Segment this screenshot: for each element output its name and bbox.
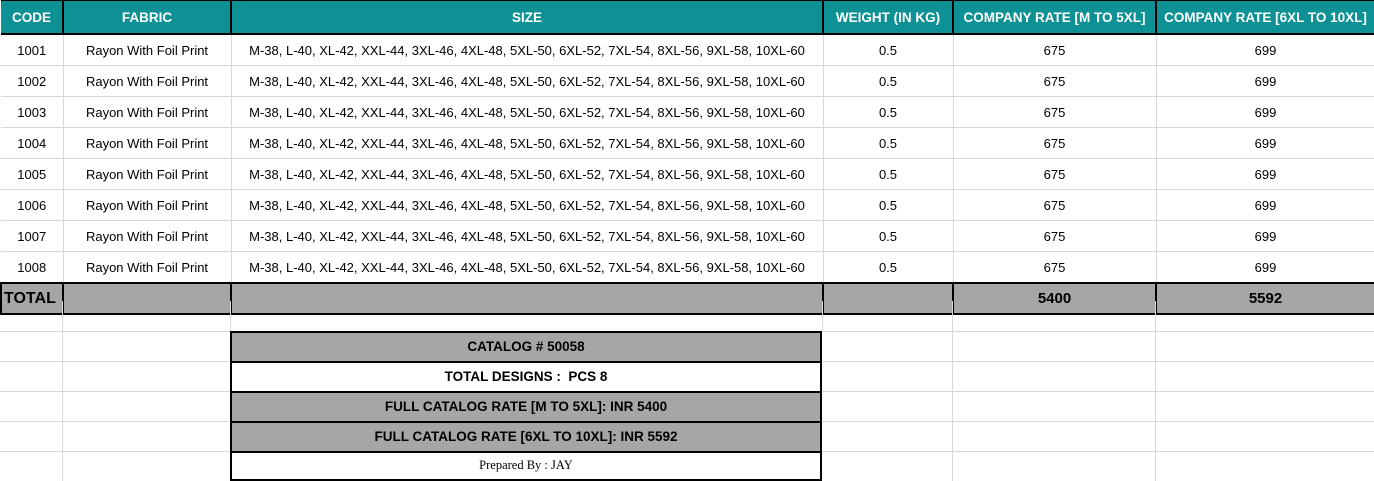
cell-rate-m-5xl[interactable]: 675	[953, 96, 1157, 128]
gridline	[822, 391, 1374, 392]
gridline	[0, 451, 230, 452]
gridline	[822, 361, 1374, 362]
cell-rate-6xl-10xl[interactable]: 699	[1156, 127, 1374, 159]
table-row: 1002 Rayon With Foil Print M-38, L-40, XL-…	[1, 65, 1374, 97]
cell-fabric[interactable]: Rayon With Foil Print	[63, 65, 232, 97]
cell-rate-6xl-10xl[interactable]: 699	[1156, 96, 1374, 128]
catalog-table-header: CODE FABRIC SIZE WEIGHT (IN KG) COMPANY RATE…	[1, 0, 1374, 35]
cell-rate-m-5xl[interactable]: 675	[953, 189, 1157, 221]
cell-weight[interactable]: 0.5	[823, 158, 954, 190]
cell-rate-6xl-10xl[interactable]: 699	[1156, 220, 1374, 252]
total-row: TOTAL 5400 5592	[0, 282, 1374, 315]
column-header-rate-6xl-10xl[interactable]: COMPANY RATE [6XL TO 10XL]	[1156, 0, 1374, 35]
table-row: 1008 Rayon With Foil Print M-38, L-40, XL-…	[1, 251, 1374, 284]
total-rate-6xl-10xl[interactable]: 5592	[1155, 282, 1374, 315]
cell-weight[interactable]: 0.5	[823, 251, 954, 284]
cell-rate-m-5xl[interactable]: 675	[953, 220, 1157, 252]
gridline	[0, 361, 230, 362]
total-empty-weight[interactable]	[822, 282, 954, 315]
cell-code[interactable]: 1005	[1, 158, 64, 190]
gridline	[822, 451, 1374, 452]
cell-size[interactable]: M-38, L-40, XL-42, XXL-44, 3XL-46, 4XL-4…	[231, 189, 824, 221]
total-empty-size[interactable]	[230, 282, 824, 315]
cell-rate-m-5xl[interactable]: 675	[953, 127, 1157, 159]
summary-box-catalog[interactable]: CATALOG # 50058	[230, 331, 822, 361]
cell-code[interactable]: 1003	[1, 96, 64, 128]
cell-code[interactable]: 1004	[1, 127, 64, 159]
cell-weight[interactable]: 0.5	[823, 220, 954, 252]
table-row: 1005 Rayon With Foil Print M-38, L-40, XL-…	[1, 158, 1374, 190]
column-header-rate-m-5xl[interactable]: COMPANY RATE [M TO 5XL]	[953, 0, 1157, 35]
cell-size[interactable]: M-38, L-40, XL-42, XXL-44, 3XL-46, 4XL-4…	[231, 127, 824, 159]
column-header-fabric[interactable]: FABRIC	[63, 0, 232, 35]
catalog-table: CODE FABRIC SIZE WEIGHT (IN KG) COMPANY RATE…	[0, 0, 1374, 315]
table-row: 1006 Rayon With Foil Print M-38, L-40, XL-…	[1, 189, 1374, 221]
gridline	[230, 301, 231, 331]
gridline	[0, 421, 230, 422]
total-rate-m-5xl[interactable]: 5400	[952, 282, 1157, 315]
table-row: 1004 Rayon With Foil Print M-38, L-40, XL-…	[1, 127, 1374, 159]
header-row: CODE FABRIC SIZE WEIGHT (IN KG) COMPANY RATE…	[1, 0, 1374, 35]
cell-weight[interactable]: 0.5	[823, 34, 954, 66]
cell-rate-6xl-10xl[interactable]: 699	[1156, 251, 1374, 284]
summary-box-prepared-by[interactable]: Prepared By : JAY	[230, 451, 822, 481]
cell-weight[interactable]: 0.5	[823, 65, 954, 97]
table-row: 1003 Rayon With Foil Print M-38, L-40, XL-…	[1, 96, 1374, 128]
summary-block: CATALOG # 50058 TOTAL DESIGNS : PCS 8 FULL…	[230, 331, 822, 481]
cell-rate-m-5xl[interactable]: 675	[953, 251, 1157, 284]
cell-code[interactable]: 1008	[1, 251, 64, 284]
total-empty-fabric[interactable]	[62, 282, 232, 315]
cell-weight[interactable]: 0.5	[823, 96, 954, 128]
cell-size[interactable]: M-38, L-40, XL-42, XXL-44, 3XL-46, 4XL-4…	[231, 220, 824, 252]
cell-size[interactable]: M-38, L-40, XL-42, XXL-44, 3XL-46, 4XL-4…	[231, 65, 824, 97]
cell-rate-m-5xl[interactable]: 675	[953, 34, 1157, 66]
gridline	[0, 331, 230, 332]
cell-fabric[interactable]: Rayon With Foil Print	[63, 127, 232, 159]
table-row: 1001 Rayon With Foil Print M-38, L-40, XL-…	[1, 34, 1374, 66]
summary-box-rate-m-5xl[interactable]: FULL CATALOG RATE [M TO 5XL]: INR 5400	[230, 391, 822, 421]
summary-box-designs[interactable]: TOTAL DESIGNS : PCS 8	[230, 361, 822, 391]
cell-rate-m-5xl[interactable]: 675	[953, 158, 1157, 190]
column-header-size[interactable]: SIZE	[231, 0, 824, 35]
cell-rate-6xl-10xl[interactable]: 699	[1156, 34, 1374, 66]
cell-rate-6xl-10xl[interactable]: 699	[1156, 65, 1374, 97]
gridline	[0, 391, 230, 392]
cell-size[interactable]: M-38, L-40, XL-42, XXL-44, 3XL-46, 4XL-4…	[231, 34, 824, 66]
cell-fabric[interactable]: Rayon With Foil Print	[63, 34, 232, 66]
cell-size[interactable]: M-38, L-40, XL-42, XXL-44, 3XL-46, 4XL-4…	[231, 251, 824, 284]
cell-size[interactable]: M-38, L-40, XL-42, XXL-44, 3XL-46, 4XL-4…	[231, 158, 824, 190]
table-row: 1007 Rayon With Foil Print M-38, L-40, XL-…	[1, 220, 1374, 252]
cell-fabric[interactable]: Rayon With Foil Print	[63, 96, 232, 128]
cell-rate-6xl-10xl[interactable]: 699	[1156, 158, 1374, 190]
cell-fabric[interactable]: Rayon With Foil Print	[63, 220, 232, 252]
total-label-cell[interactable]: TOTAL	[0, 282, 64, 315]
cell-fabric[interactable]: Rayon With Foil Print	[63, 189, 232, 221]
summary-box-rate-6xl-10xl[interactable]: FULL CATALOG RATE [6XL TO 10XL]: INR 559…	[230, 421, 822, 451]
cell-weight[interactable]: 0.5	[823, 189, 954, 221]
catalog-table-footer: TOTAL 5400 5592	[0, 282, 1374, 315]
cell-rate-6xl-10xl[interactable]: 699	[1156, 189, 1374, 221]
gridline	[822, 421, 1374, 422]
gridline	[822, 331, 1374, 332]
cell-code[interactable]: 1002	[1, 65, 64, 97]
cell-size[interactable]: M-38, L-40, XL-42, XXL-44, 3XL-46, 4XL-4…	[231, 96, 824, 128]
cell-rate-m-5xl[interactable]: 675	[953, 65, 1157, 97]
cell-code[interactable]: 1006	[1, 189, 64, 221]
cell-code[interactable]: 1001	[1, 34, 64, 66]
cell-fabric[interactable]: Rayon With Foil Print	[63, 251, 232, 284]
column-header-code[interactable]: CODE	[1, 0, 64, 35]
catalog-table-body: 1001 Rayon With Foil Print M-38, L-40, XL-…	[1, 34, 1374, 284]
cell-fabric[interactable]: Rayon With Foil Print	[63, 158, 232, 190]
cell-weight[interactable]: 0.5	[823, 127, 954, 159]
cell-code[interactable]: 1007	[1, 220, 64, 252]
gridline	[822, 301, 823, 331]
column-header-weight[interactable]: WEIGHT (IN KG)	[823, 0, 954, 35]
